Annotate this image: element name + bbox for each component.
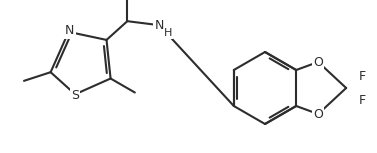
Text: F: F xyxy=(359,93,366,106)
Text: N: N xyxy=(65,24,74,37)
Text: H: H xyxy=(164,28,173,38)
Text: S: S xyxy=(71,89,79,102)
Text: O: O xyxy=(313,108,323,121)
Text: F: F xyxy=(359,69,366,82)
Text: N: N xyxy=(155,19,164,32)
Text: O: O xyxy=(313,56,323,69)
